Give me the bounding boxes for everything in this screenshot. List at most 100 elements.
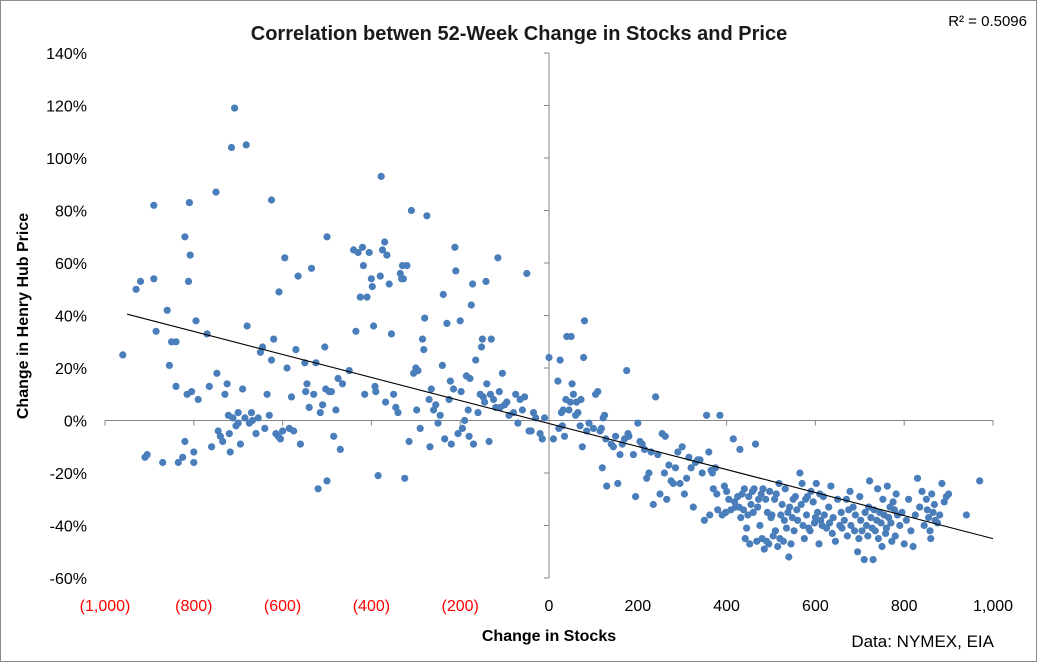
data-point xyxy=(503,398,511,406)
x-tick-label: (600) xyxy=(264,598,301,615)
data-point xyxy=(740,485,749,493)
data-point xyxy=(296,440,304,448)
data-point xyxy=(418,335,427,343)
y-tick-label: 60% xyxy=(55,256,87,273)
data-point xyxy=(812,479,820,488)
data-point xyxy=(680,490,689,498)
data-point xyxy=(867,514,875,522)
data-point xyxy=(190,458,198,467)
data-point xyxy=(465,432,473,440)
data-point xyxy=(766,487,774,495)
data-point xyxy=(614,479,622,488)
data-point xyxy=(645,469,653,477)
data-point xyxy=(487,335,495,343)
data-point xyxy=(669,479,677,488)
y-tick-label: 120% xyxy=(46,99,87,116)
data-point xyxy=(426,443,434,451)
data-point xyxy=(687,464,695,472)
data-point xyxy=(321,343,329,351)
data-point xyxy=(569,390,578,398)
data-point xyxy=(665,461,673,469)
data-point xyxy=(936,511,944,519)
data-point xyxy=(674,448,682,456)
data-point xyxy=(514,419,522,427)
trendline xyxy=(127,313,994,540)
data-point xyxy=(820,511,828,519)
data-point xyxy=(275,288,283,296)
data-point xyxy=(338,380,347,388)
data-point xyxy=(265,411,273,419)
data-point xyxy=(549,435,558,443)
data-point xyxy=(698,469,706,477)
data-point xyxy=(365,248,373,257)
data-point xyxy=(447,440,455,448)
data-point xyxy=(287,393,296,401)
data-point xyxy=(276,435,284,443)
data-point xyxy=(381,238,389,246)
data-point xyxy=(150,275,158,283)
data-point xyxy=(737,514,745,522)
data-point xyxy=(290,427,298,435)
data-point xyxy=(466,374,474,383)
data-point xyxy=(896,521,904,530)
data-point xyxy=(281,254,289,262)
data-point xyxy=(248,416,256,425)
data-point xyxy=(190,448,198,456)
data-point xyxy=(796,469,804,477)
data-point xyxy=(416,424,424,432)
trendline-group xyxy=(127,313,994,540)
x-tick-label: (800) xyxy=(175,598,212,615)
data-point xyxy=(781,485,789,493)
x-tick-label: 200 xyxy=(624,598,651,615)
data-point xyxy=(938,479,946,488)
data-point xyxy=(446,377,454,385)
data-point xyxy=(439,290,447,299)
data-point xyxy=(469,280,477,288)
data-point xyxy=(825,503,833,511)
data-point xyxy=(292,346,300,354)
data-point xyxy=(486,390,494,398)
data-point xyxy=(678,443,686,451)
data-point xyxy=(310,390,318,398)
data-point xyxy=(367,275,375,283)
data-point xyxy=(652,393,660,401)
data-point xyxy=(800,535,808,543)
data-point xyxy=(382,398,390,406)
data-point xyxy=(358,243,367,251)
data-point xyxy=(143,451,151,459)
data-point xyxy=(930,500,939,509)
data-point xyxy=(772,490,780,498)
data-point xyxy=(827,482,835,490)
data-point xyxy=(185,199,193,207)
data-point xyxy=(477,343,486,351)
data-point xyxy=(361,390,369,398)
data-point xyxy=(905,495,913,503)
data-point xyxy=(443,319,451,327)
data-point xyxy=(427,385,435,393)
data-point xyxy=(782,524,791,532)
data-point xyxy=(467,301,475,309)
data-point xyxy=(527,427,535,435)
data-point xyxy=(489,395,498,404)
data-point xyxy=(399,275,407,283)
data-point xyxy=(482,277,490,285)
y-tick-label: -60% xyxy=(50,571,87,588)
data-point xyxy=(860,556,868,564)
data-point xyxy=(671,464,680,472)
data-point xyxy=(729,435,737,443)
data-point xyxy=(786,503,794,511)
data-point xyxy=(405,437,413,446)
data-point xyxy=(855,535,863,543)
data-point xyxy=(370,322,378,330)
data-point xyxy=(464,406,472,414)
data-point xyxy=(436,411,444,419)
data-point xyxy=(794,516,802,524)
data-point xyxy=(603,482,611,490)
data-point xyxy=(461,416,469,425)
data-point xyxy=(598,464,606,472)
data-point xyxy=(745,493,753,501)
data-point xyxy=(267,356,276,364)
data-point xyxy=(810,519,819,527)
data-point xyxy=(368,283,376,291)
